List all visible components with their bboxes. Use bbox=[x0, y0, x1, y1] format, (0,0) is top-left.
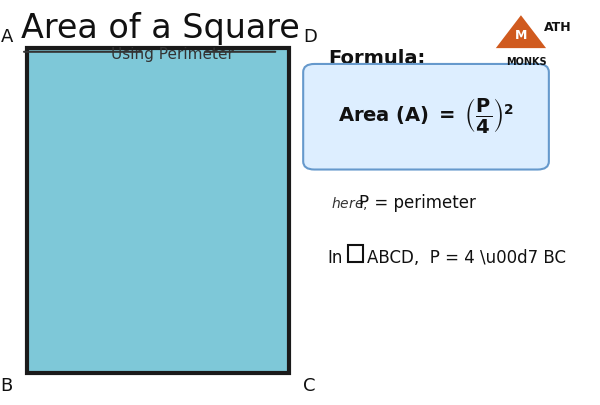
Text: ATH: ATH bbox=[544, 21, 571, 34]
Text: In: In bbox=[327, 248, 343, 266]
FancyBboxPatch shape bbox=[303, 65, 549, 170]
FancyBboxPatch shape bbox=[27, 49, 289, 373]
Text: $\mathbf{Area\ (A)\ =\ \left(\dfrac{P}{4}\right)^{2}}$: $\mathbf{Area\ (A)\ =\ \left(\dfrac{P}{4… bbox=[338, 96, 514, 135]
Text: MONKS: MONKS bbox=[506, 57, 546, 67]
Text: ABCD,  P = 4 \u00d7 BC: ABCD, P = 4 \u00d7 BC bbox=[367, 248, 566, 266]
Text: B: B bbox=[1, 376, 13, 394]
Text: Formula:: Formula: bbox=[328, 49, 425, 68]
Text: Using Perimeter: Using Perimeter bbox=[110, 47, 233, 62]
Polygon shape bbox=[496, 16, 546, 49]
Text: M: M bbox=[515, 29, 527, 42]
Text: P = perimeter: P = perimeter bbox=[359, 194, 476, 211]
Text: $\it{here,}$: $\it{here,}$ bbox=[331, 194, 368, 211]
Bar bbox=[348, 246, 364, 262]
Text: Area of a Square: Area of a Square bbox=[21, 12, 300, 45]
Text: A: A bbox=[1, 28, 13, 46]
Text: D: D bbox=[303, 28, 317, 46]
Text: C: C bbox=[303, 376, 316, 394]
